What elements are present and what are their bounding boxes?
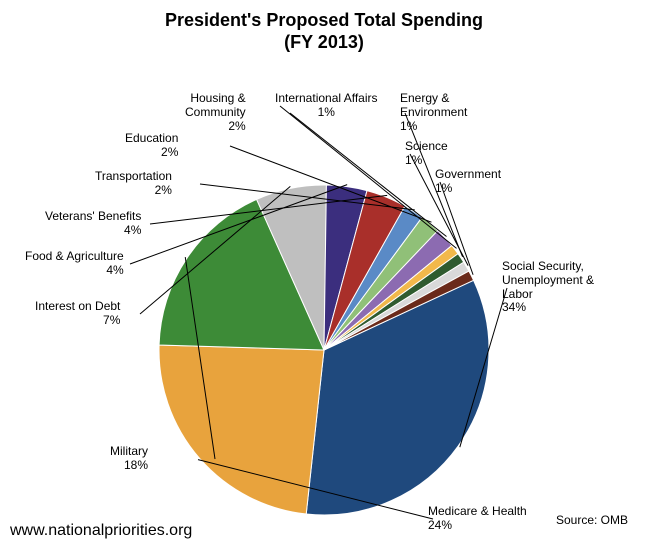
- slice-label: Food & Agriculture4%: [25, 250, 124, 278]
- chart-container: President's Proposed Total Spending (FY …: [0, 0, 648, 552]
- chart-title: President's Proposed Total Spending: [0, 10, 648, 32]
- slice-label: Social Security,Unemployment &Labor34%: [502, 260, 594, 315]
- slice-label: Veterans' Benefits4%: [45, 210, 141, 238]
- chart-subtitle: (FY 2013): [0, 32, 648, 53]
- pie-slice: [159, 345, 324, 514]
- slice-label: International Affairs1%: [275, 92, 378, 120]
- slice-label: Energy &Environment1%: [400, 92, 467, 133]
- slice-label: Education2%: [125, 132, 178, 160]
- slice-label: Military18%: [110, 445, 148, 473]
- footer-url: www.nationalpriorities.org: [10, 522, 192, 540]
- pie-chart: Social Security,Unemployment &Labor34%Me…: [0, 60, 648, 500]
- slice-label: Interest on Debt7%: [35, 300, 120, 328]
- slice-label: Transportation2%: [95, 170, 172, 198]
- slice-label: Government1%: [435, 168, 501, 196]
- slice-label: Medicare & Health24%: [428, 505, 527, 533]
- footer-source: Source: OMB: [556, 513, 628, 527]
- slice-label: Housing &Community2%: [185, 92, 246, 133]
- slice-label: Science1%: [405, 140, 448, 168]
